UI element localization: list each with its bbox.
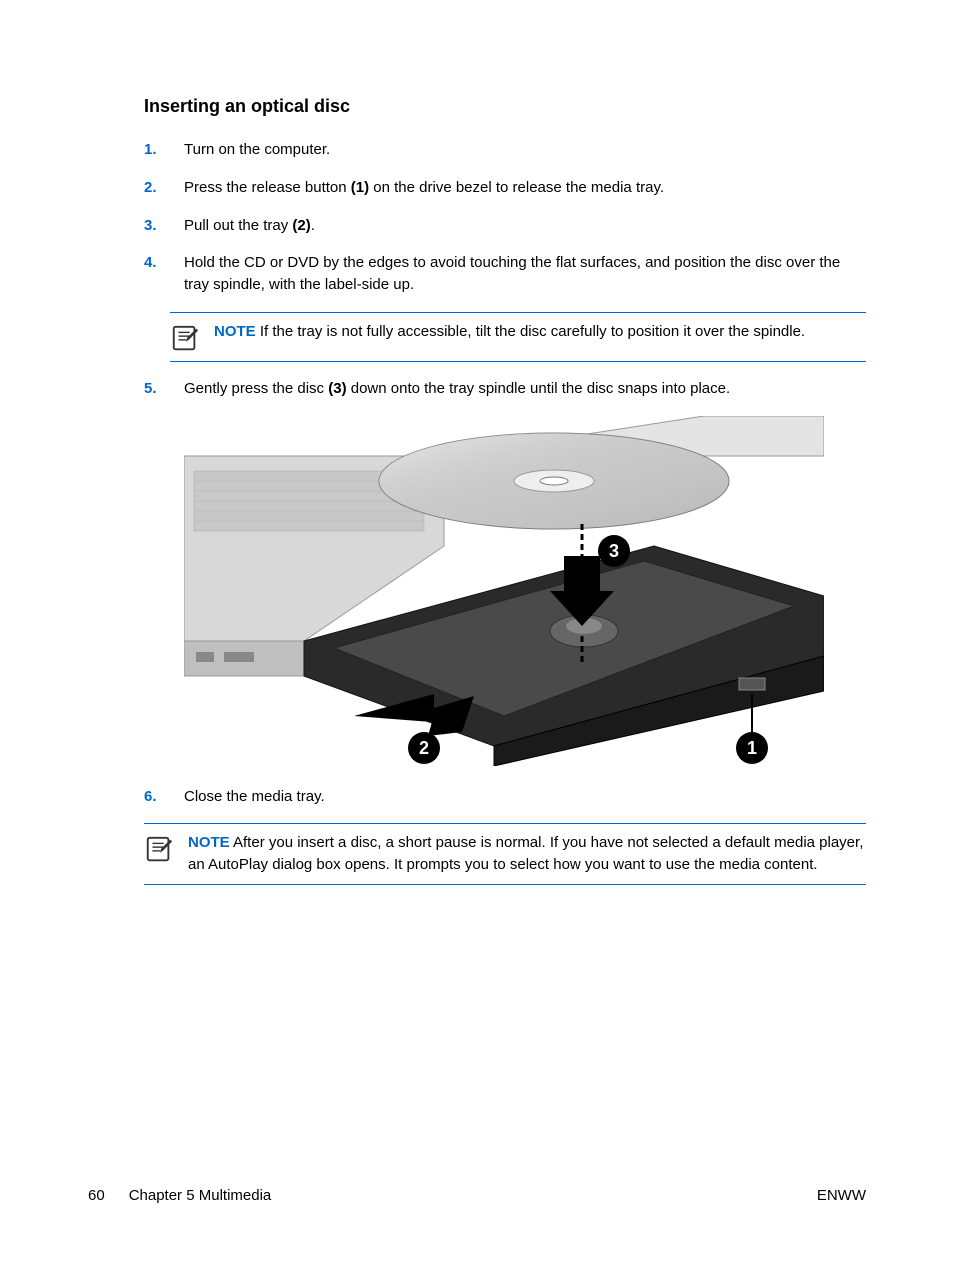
step-number: 1.: [144, 139, 184, 161]
step-number: 5.: [144, 378, 184, 400]
page-number: 60: [88, 1187, 105, 1204]
note-label: NOTE: [214, 323, 256, 340]
note-icon: [170, 323, 200, 353]
callout-3: 3: [609, 541, 619, 561]
steps-list: 1. Turn on the computer. 2. Press the re…: [144, 139, 866, 296]
step-number: 4.: [144, 252, 184, 296]
chapter-label: Chapter 5 Multimedia: [129, 1187, 272, 1204]
callout-2: 2: [419, 738, 429, 758]
step-text: Turn on the computer.: [184, 139, 866, 161]
disc-insertion-diagram: 1 2 3: [184, 416, 824, 766]
footer-right: ENWW: [817, 1187, 866, 1204]
step-number: 6.: [144, 786, 184, 808]
section-heading: Inserting an optical disc: [144, 96, 866, 117]
step-number: 3.: [144, 215, 184, 237]
step-number: 2.: [144, 177, 184, 199]
note-icon: [144, 834, 174, 864]
note-label: NOTE: [188, 834, 230, 851]
step-item: 3. Pull out the tray (2).: [144, 215, 866, 237]
step-text: Gently press the disc (3) down onto the …: [184, 378, 866, 400]
note-box: NOTE After you insert a disc, a short pa…: [144, 823, 866, 885]
note-text: NOTE If the tray is not fully accessible…: [214, 321, 866, 353]
step-text: Hold the CD or DVD by the edges to avoid…: [184, 252, 866, 296]
step-text: Pull out the tray (2).: [184, 215, 866, 237]
step-item: 6. Close the media tray.: [144, 786, 866, 808]
step-item: 1. Turn on the computer.: [144, 139, 866, 161]
step-text: Press the release button (1) on the driv…: [184, 177, 866, 199]
note-text: NOTE After you insert a disc, a short pa…: [188, 832, 866, 876]
step-item: 4. Hold the CD or DVD by the edges to av…: [144, 252, 866, 296]
step-item: 2. Press the release button (1) on the d…: [144, 177, 866, 199]
steps-list: 6. Close the media tray.: [144, 786, 866, 808]
callout-1: 1: [747, 738, 757, 758]
note-box: NOTE If the tray is not fully accessible…: [170, 312, 866, 362]
steps-list: 5. Gently press the disc (3) down onto t…: [144, 378, 866, 400]
page-footer: 60 Chapter 5 Multimedia ENWW: [88, 1187, 866, 1204]
step-text: Close the media tray.: [184, 786, 866, 808]
step-item: 5. Gently press the disc (3) down onto t…: [144, 378, 866, 400]
